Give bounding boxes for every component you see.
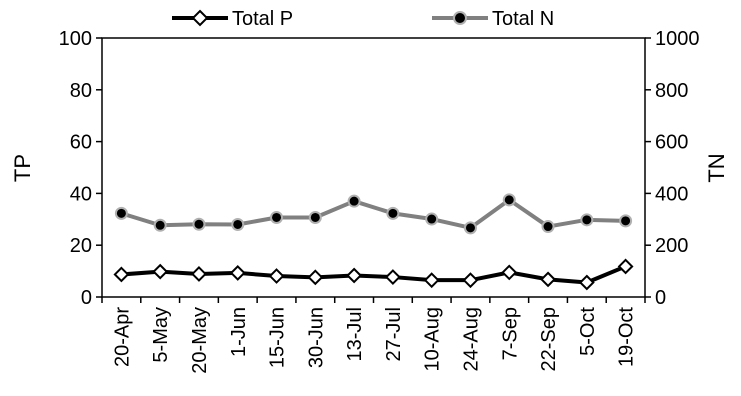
x-tick-label: 20-May	[189, 307, 211, 374]
series-layer	[113, 193, 634, 291]
total-n-point	[541, 220, 555, 234]
total-n-point	[425, 212, 439, 226]
legend: Total P Total N	[172, 8, 554, 30]
y-axis-right-title: TN	[704, 153, 729, 182]
x-axis: 20-Apr 5-May 20-May 1-Jun 15-Jun 30-Jun 13-Jul…	[101, 297, 646, 374]
x-tick-label: 19-Oct	[616, 307, 638, 367]
x-tick-label: 24-Aug	[460, 307, 482, 372]
legend-total-p-marker	[191, 9, 209, 27]
total-p-point	[346, 267, 363, 284]
total-p-point	[501, 264, 518, 281]
left-y-axis: 0 20 40 60 80 100	[59, 28, 102, 309]
y-axis-left-title: TP	[10, 154, 35, 182]
total-n-point	[153, 218, 167, 232]
y-right-tick-label: 0	[655, 287, 666, 309]
y-left-tick-label: 20	[70, 235, 92, 257]
x-tick-label: 27-Jul	[383, 307, 405, 361]
total-n-point	[386, 206, 400, 220]
y-right-tick-label: 600	[655, 132, 688, 154]
legend-total-n-label: Total N	[492, 8, 554, 30]
total-n-point	[463, 221, 477, 235]
total-p-point	[540, 271, 556, 288]
total-p-point	[152, 263, 169, 280]
x-tick-label: 1-Jun	[228, 307, 250, 357]
total-p-point	[113, 266, 130, 283]
total-p-point	[384, 269, 401, 285]
y-left-tick-label: 60	[70, 132, 92, 154]
x-tick-label: 20-Apr	[111, 307, 133, 367]
y-left-tick-label: 0	[81, 287, 92, 309]
total-n-point	[114, 206, 128, 220]
right-y-axis: 0 200 400 600 800 1000	[645, 28, 700, 309]
legend-total-p-label: Total P	[232, 8, 293, 30]
y-right-tick-label: 200	[655, 235, 688, 257]
y-right-tick-label: 800	[655, 80, 688, 102]
total-n-point	[580, 213, 594, 227]
x-tick-label: 13-Jul	[344, 307, 366, 361]
y-left-tick-label: 80	[70, 80, 92, 102]
total-n-point	[502, 193, 516, 207]
x-tick-label: 15-Jun	[267, 307, 289, 368]
total-n-point	[619, 214, 633, 228]
x-tick-label: 5-Oct	[577, 307, 599, 356]
total-p-point	[462, 272, 479, 289]
y-right-tick-label: 1000	[655, 28, 700, 50]
total-p-point	[578, 274, 595, 291]
x-tick-label: 5-May	[150, 307, 172, 363]
plot-frame	[101, 37, 646, 298]
total-n-point	[270, 210, 284, 224]
x-tick-label: 7-Sep	[499, 307, 521, 360]
total-n-point	[347, 194, 361, 208]
x-tick-label: 22-Sep	[538, 307, 560, 372]
total-p-point	[229, 264, 246, 281]
y-left-tick-label: 40	[70, 183, 92, 205]
total-n-point	[308, 210, 322, 224]
total-n-point	[192, 217, 206, 231]
y-left-tick-label: 100	[59, 28, 92, 50]
total-p-point	[268, 268, 285, 284]
y-right-tick-label: 400	[655, 183, 688, 205]
x-tick-label: 30-Jun	[305, 307, 327, 368]
total-p-point	[191, 266, 207, 282]
total-p-point	[307, 269, 324, 286]
x-tick-label: 10-Aug	[422, 307, 444, 372]
total-p-point	[423, 272, 440, 289]
legend-total-n-marker	[453, 11, 467, 25]
total-p-point	[617, 258, 634, 275]
total-n-point	[231, 217, 245, 231]
